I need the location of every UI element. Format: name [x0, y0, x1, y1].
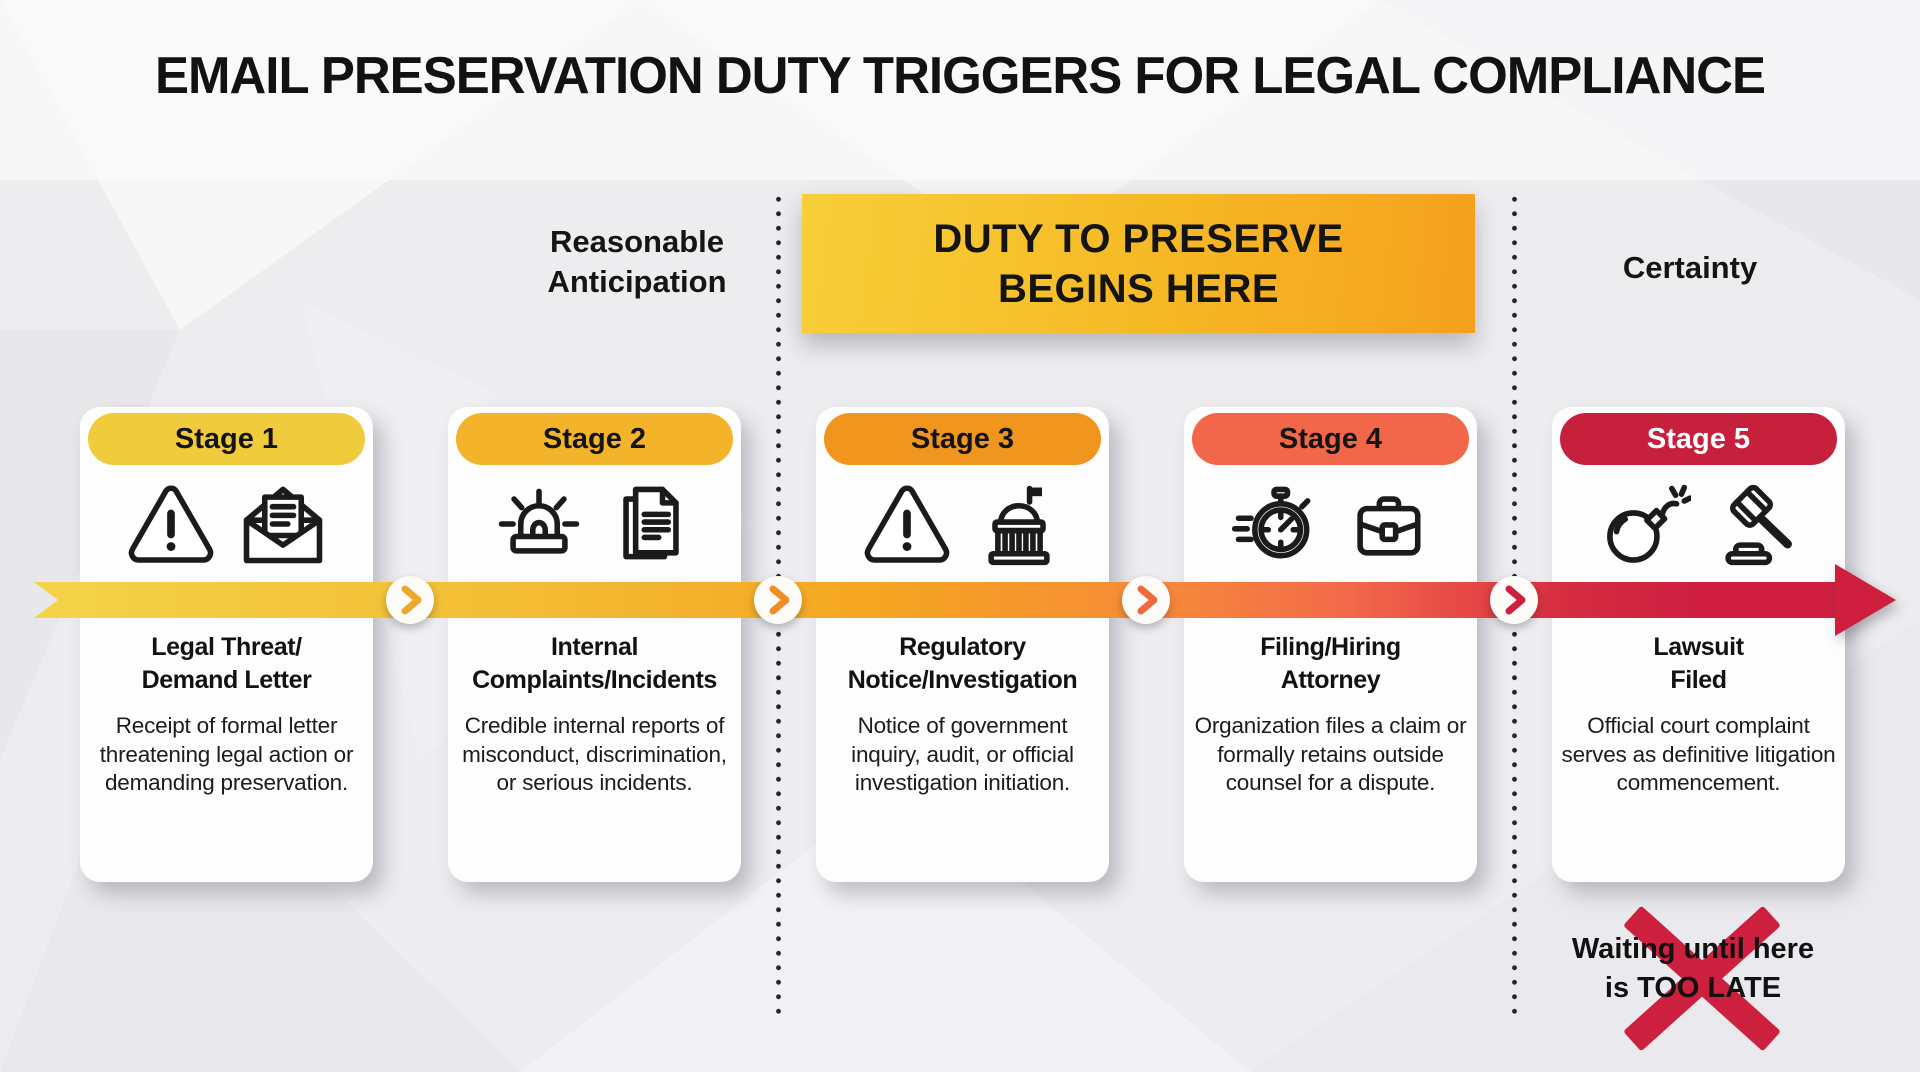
stage-4-icons: [1184, 465, 1477, 583]
stage-3-icons: [816, 465, 1109, 583]
stage-4-description: Organization files a claim or formally r…: [1194, 713, 1467, 795]
stage-4-header: Stage 4: [1192, 413, 1469, 465]
stage-2-title: Internal Complaints/Incidents: [472, 633, 717, 694]
too-late-warning: Waiting until here is TOO LATE: [1528, 878, 1858, 1058]
stage-1-description: Receipt of formal letter threatening leg…: [99, 713, 354, 795]
stage-1-card: Stage 1 Legal Threat/ Demand Letter Rece…: [80, 407, 373, 882]
siren-icon: [498, 488, 579, 554]
warning-triangle-icon: [864, 485, 949, 563]
stage-2-text: Internal Complaints/Incidents Credible i…: [457, 631, 732, 798]
chevron-right-icon: [754, 576, 802, 624]
stage-2-header: Stage 2: [456, 413, 733, 465]
stage-2-card: Stage 2 Internal Complaints/Incidents Cr…: [448, 407, 741, 882]
stage-3-text: Regulatory Notice/Investigation Notice o…: [825, 631, 1100, 798]
stage-5-title: Lawsuit Filed: [1653, 633, 1744, 694]
government-building-icon: [987, 485, 1050, 566]
stage-4-title: Filing/Hiring Attorney: [1260, 633, 1401, 694]
banner-text: DUTY TO PRESERVE BEGINS HERE: [933, 216, 1344, 311]
stage-5-icons: [1552, 465, 1845, 583]
stage-5-text: Lawsuit Filed Official court complaint s…: [1561, 631, 1836, 798]
timeline-arrowhead-icon: [1835, 564, 1896, 636]
phase-label-reasonable-anticipation: Reasonable Anticipation: [547, 224, 727, 299]
stage-1-header: Stage 1: [88, 413, 365, 465]
stage-1-text: Legal Threat/ Demand Letter Receipt of f…: [89, 631, 364, 798]
stage-1-icons: [80, 465, 373, 583]
stopwatch-icon: [1231, 486, 1310, 559]
stage-3-title: Regulatory Notice/Investigation: [847, 633, 1078, 694]
page-title: EMAIL PRESERVATION DUTY TRIGGERS FOR LEG…: [154, 47, 1766, 105]
documents-icon: [622, 486, 679, 560]
chevron-right-icon: [386, 576, 434, 624]
chevron-right-icon: [1122, 576, 1170, 624]
stage-1-title: Legal Threat/ Demand Letter: [141, 633, 312, 694]
stage-3-description: Notice of government inquiry, audit, or …: [851, 713, 1074, 795]
timeline-arrow-band: [34, 582, 1836, 618]
gavel-icon: [1724, 484, 1792, 566]
briefcase-icon: [1356, 496, 1421, 556]
stage-4-text: Filing/Hiring Attorney Organization file…: [1193, 631, 1468, 798]
stage-3-card: Stage 3 Regulatory Notice/Investigation …: [816, 407, 1109, 882]
open-envelope-icon: [243, 486, 322, 564]
stage-4-card: Stage 4 Filing/Hiring Attorney Organi: [1184, 407, 1477, 882]
stage-5-card: Stage 5 Lawsuit Filed Official court com…: [1552, 407, 1845, 882]
warning-triangle-icon: [128, 485, 213, 563]
phase-label-certainty: Certainty: [1622, 250, 1758, 285]
duty-to-preserve-banner: DUTY TO PRESERVE BEGINS HERE: [802, 194, 1475, 333]
bomb-icon: [1606, 484, 1691, 563]
stage-2-icons: [448, 465, 741, 583]
stage-5-header: Stage 5: [1560, 413, 1837, 465]
stage-5-description: Official court complaint serves as defin…: [1561, 713, 1836, 795]
too-late-warning-text: Waiting until here is TOO LATE: [1571, 933, 1815, 1004]
chevron-right-icon: [1490, 576, 1538, 624]
stage-3-header: Stage 3: [824, 413, 1101, 465]
stage-2-description: Credible internal reports of misconduct,…: [462, 713, 727, 795]
